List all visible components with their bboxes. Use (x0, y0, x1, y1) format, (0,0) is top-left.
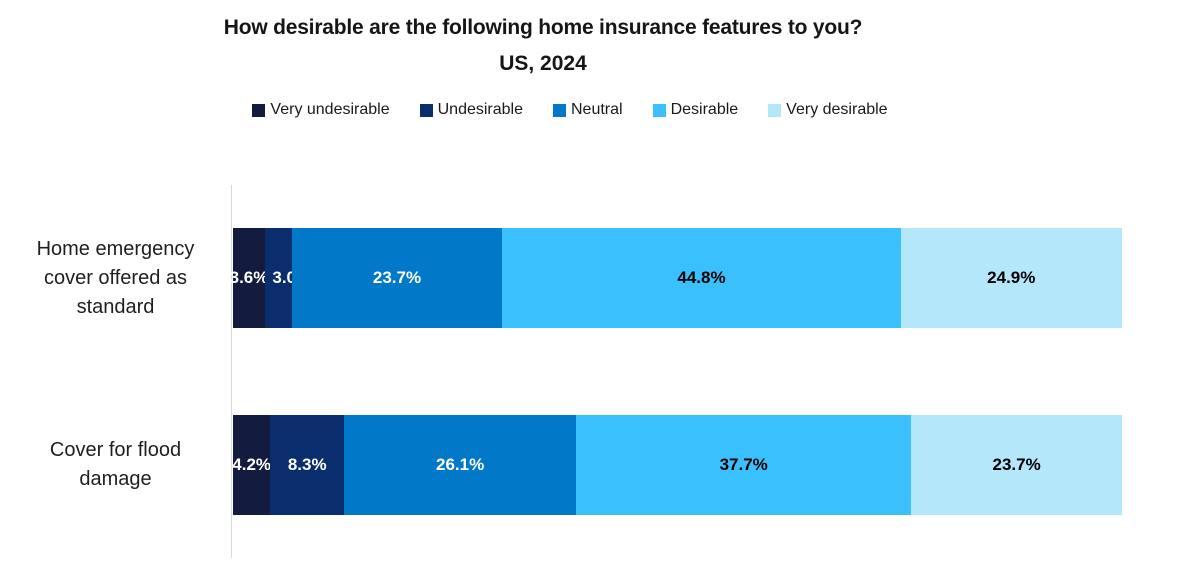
legend-item-very-undesirable: Very undesirable (252, 101, 390, 119)
legend-item-very-desirable: Very desirable (768, 101, 888, 119)
legend-label: Neutral (571, 101, 623, 118)
segment-very-undesirable: 3.6% (230, 228, 268, 328)
legend-item-undesirable: Undesirable (419, 101, 523, 119)
category-label: Home emergency cover offered as standard (36, 237, 195, 318)
legend-label: Very desirable (786, 101, 888, 118)
segment-desirable: 44.8% (502, 228, 901, 328)
segment-value-label: 23.7% (992, 455, 1041, 474)
segment-value-label: 8.3% (287, 455, 327, 474)
category-label: Cover for flood damage (49, 439, 182, 490)
segment-value-label: 44.8% (677, 268, 726, 287)
segment-neutral: 23.7% (291, 228, 503, 328)
segment-value-label: 26.1% (436, 455, 485, 474)
legend-swatch-icon (553, 103, 566, 117)
segment-value-label: 23.7% (372, 268, 422, 287)
legend-swatch-icon (768, 103, 782, 117)
segment-value-label: 3.6% (229, 268, 269, 287)
plot-area: 3.6%3.0% 23.7% 44.8% 24.9% 4.2% 8.3% 26.1% 37.7… (230, 185, 1123, 558)
bar-row: 4.2% 8.3% 26.1% 37.7% 23.7% (232, 415, 1122, 515)
chart-subtitle: US, 2024 (499, 52, 587, 75)
segment-value-label: 4.2% (232, 455, 272, 474)
legend-label: Desirable (670, 101, 739, 118)
segment-desirable: 37.7% (576, 415, 912, 515)
legend-swatch-icon (252, 103, 266, 117)
segment-very-desirable: 23.7% (911, 415, 1122, 515)
legend-item-neutral: Neutral (553, 101, 623, 119)
legend-label: Undesirable (437, 101, 523, 118)
segment-neutral: 26.1% (344, 415, 577, 515)
segment-very-undesirable: 4.2% (232, 415, 272, 515)
chart-title: How desirable are the following home ins… (223, 16, 863, 39)
legend: Very undesirable Undesirable Neutral Desira… (0, 101, 1140, 119)
bar-row: 3.6%3.0% 23.7% 44.8% 24.9% (230, 228, 1122, 328)
segment-undesirable: 3.0% (265, 228, 311, 328)
legend-swatch-icon (419, 103, 433, 117)
segment-undesirable: 8.3% (270, 415, 345, 515)
segment-value-label: 37.7% (719, 455, 768, 474)
segment-very-desirable: 24.9% (900, 228, 1122, 328)
segment-value-label: 24.9% (987, 268, 1036, 287)
legend-swatch-icon (652, 103, 666, 117)
legend-item-desirable: Desirable (652, 101, 739, 119)
legend-label: Very undesirable (270, 101, 390, 118)
